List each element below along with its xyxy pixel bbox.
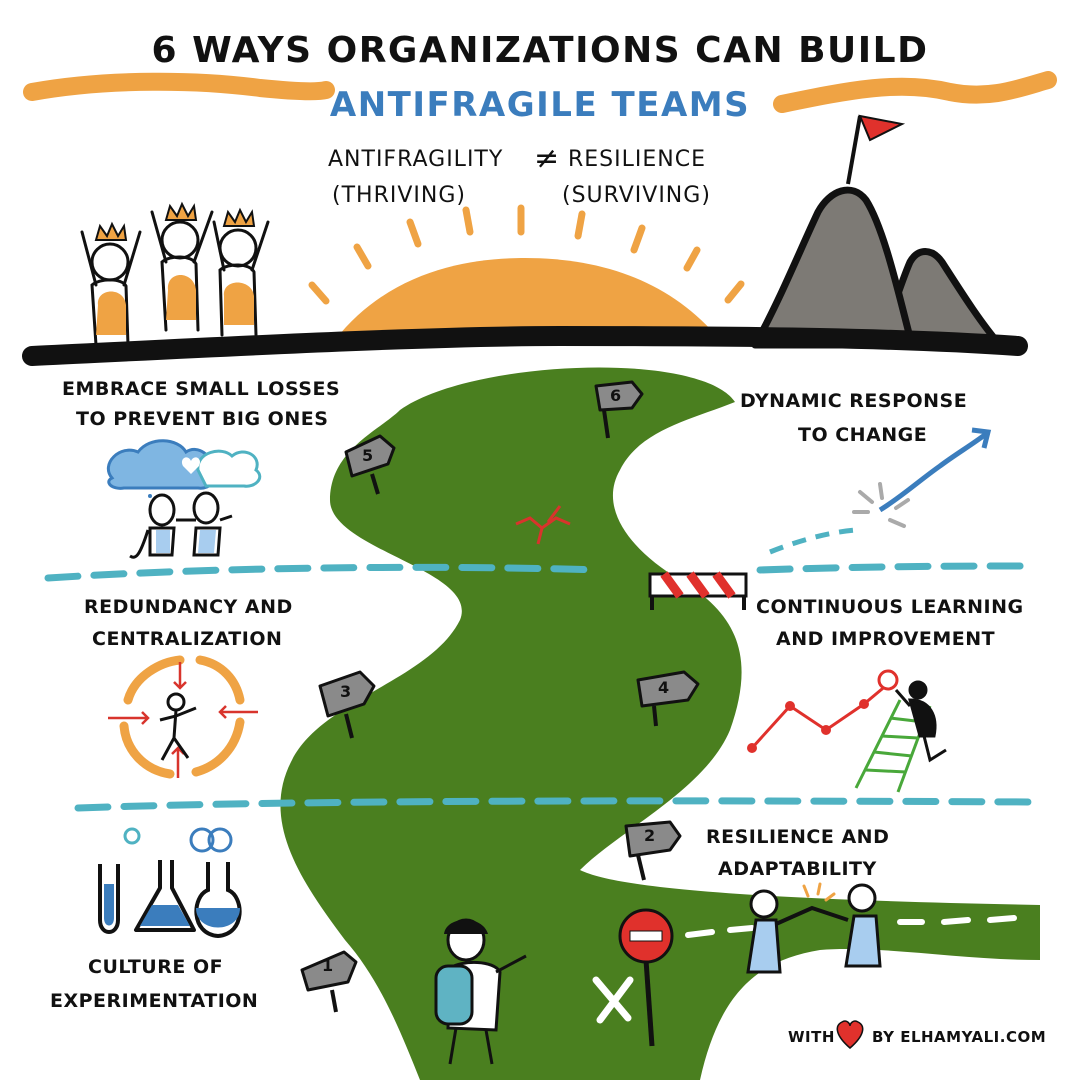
celebrating-people-icon [80, 201, 270, 347]
divider-top [44, 563, 602, 582]
way-5-line-2: TO PREVENT BIG ONES [76, 408, 329, 430]
heart-icon [836, 1020, 864, 1049]
left-brush-stroke [23, 72, 335, 101]
sign-posts [300, 380, 700, 1013]
sign-number-2: 2 [644, 826, 656, 845]
sunrise-icon [335, 258, 720, 340]
footer-with: WITH [788, 1028, 835, 1046]
no-entry-sign-icon [592, 908, 674, 1047]
handshake-people-icon [746, 882, 882, 974]
way-6-line-1: DYNAMIC RESPONSE [740, 390, 968, 412]
way-6-line-2: TO CHANGE [798, 424, 928, 446]
way-5-line-1: EMBRACE SMALL LOSSES [62, 378, 341, 400]
way-4-line-1: CONTINUOUS LEARNING [756, 596, 1024, 618]
subtitle-thriving: (THRIVING) [332, 183, 466, 208]
way-3-line-1: REDUNDANCY AND [84, 596, 293, 618]
way-3-line-2: CENTRALIZATION [92, 628, 283, 650]
divider-top-right [756, 562, 1036, 574]
subtitle-surviving: (SURVIVING) [562, 183, 711, 208]
sign-number-4: 4 [658, 678, 670, 697]
trend-arrow-icon [769, 427, 992, 555]
sign-number-3: 3 [340, 682, 352, 701]
subtitle-not-equal: ≠ [534, 141, 561, 176]
mountain-flag-icon [751, 114, 1004, 349]
horizon-line [22, 325, 1028, 366]
way-1-line-2: EXPERIMENTATION [50, 990, 259, 1012]
way-2-line-1: RESILIENCE AND [706, 826, 890, 848]
lab-flasks-icon [98, 827, 242, 939]
sign-number-5: 5 [362, 446, 374, 465]
footer-by: BY ELHAMYALI.COM [872, 1028, 1047, 1046]
title-line-1: 6 WAYS ORGANIZATIONS CAN BUILD [151, 30, 929, 71]
sun-rays [308, 204, 745, 305]
road-dashes [685, 915, 1017, 938]
title-line-2: ANTIFRAGILE TEAMS [329, 85, 751, 125]
right-brush-stroke [773, 71, 1057, 113]
growth-chart-ladder-icon [747, 669, 947, 793]
hiker-icon [434, 918, 527, 1065]
road-barrier-icon [648, 571, 748, 610]
centralization-cycle-icon [108, 655, 258, 779]
cloud-people-icon [106, 439, 262, 559]
divider-bottom [74, 797, 1034, 812]
sign-number-1: 1 [322, 956, 334, 975]
road-crack [515, 505, 571, 545]
sign-number-6: 6 [610, 386, 622, 405]
subtitle-resilience: RESILIENCE [568, 147, 707, 172]
subtitle-antifragility: ANTIFRAGILITY [328, 147, 504, 172]
way-2-line-2: ADAPTABILITY [718, 858, 877, 880]
way-1-line-1: CULTURE OF [88, 956, 224, 978]
way-4-line-2: AND IMPROVEMENT [776, 628, 996, 650]
